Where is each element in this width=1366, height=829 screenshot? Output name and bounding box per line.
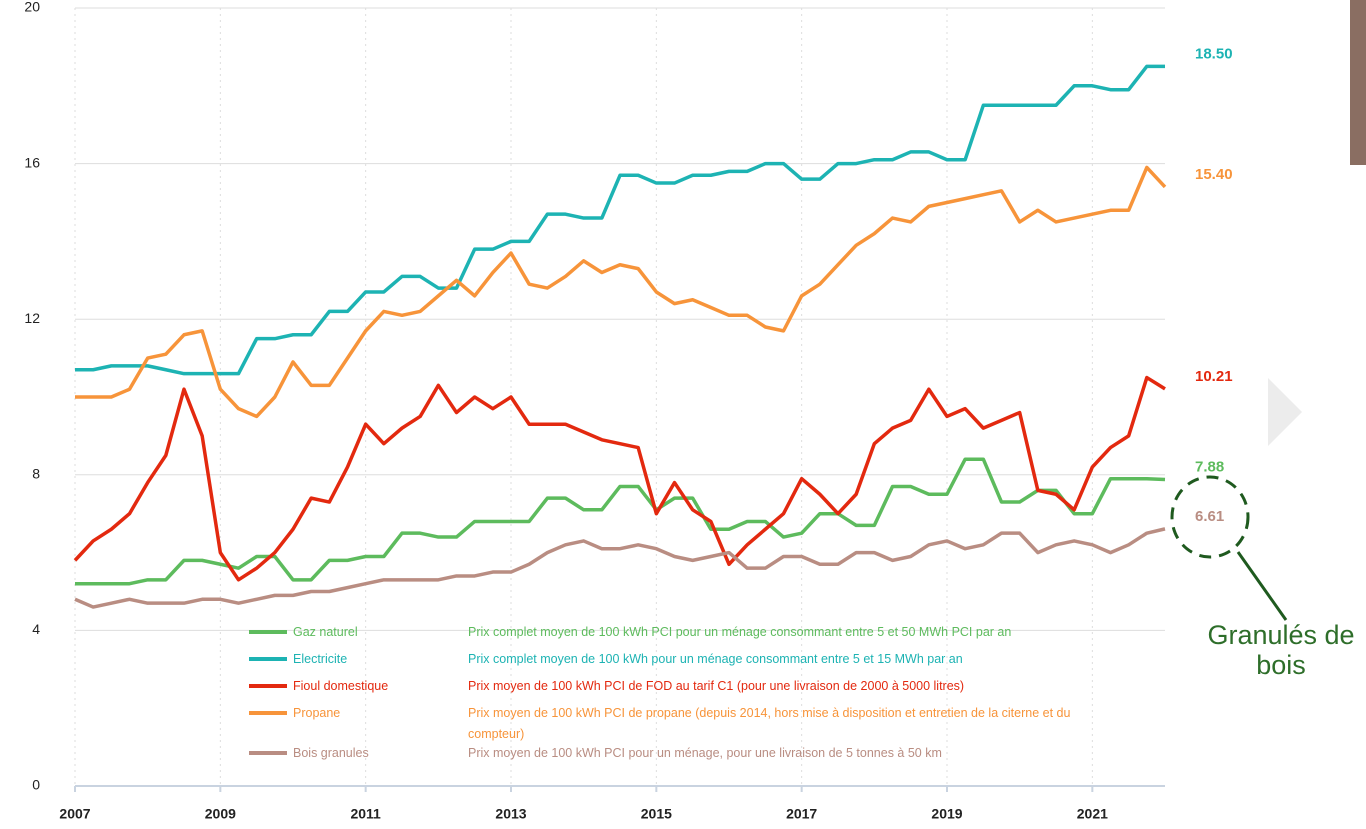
legend-item: Bois granules Prix moyen de 100 kWh PCI p… — [245, 745, 1115, 772]
x-tick-label: 2013 — [495, 806, 526, 822]
end-label: 6.61 — [1195, 508, 1224, 525]
legend-description: Prix moyen de 100 kWh PCI de propane (de… — [468, 706, 1071, 741]
legend-name: Gaz naturel — [293, 625, 358, 639]
end-label: 15.40 — [1195, 166, 1233, 183]
legend-item: Gaz naturel Prix complet moyen de 100 kWh… — [245, 624, 1115, 651]
legend-name: Bois granules — [293, 746, 369, 760]
x-tick-label: 2021 — [1077, 806, 1108, 822]
legend-swatch — [249, 657, 287, 661]
annotation: Granulés de bois — [1207, 620, 1355, 680]
legend-description: Prix moyen de 100 kWh PCI pour un ménage… — [468, 746, 942, 760]
series-line — [75, 64, 1165, 376]
y-tick-label: 8 — [32, 466, 40, 482]
legend-description: Prix complet moyen de 100 kWh PCI pour u… — [468, 625, 1012, 639]
series-line — [75, 457, 1166, 586]
legend-description: Prix moyen de 100 kWh PCI de FOD au tari… — [468, 679, 965, 693]
series-line — [73, 375, 1166, 582]
x-tick-label: 2017 — [786, 806, 817, 822]
legend-name: Electricite — [293, 652, 348, 666]
series-line — [74, 527, 1166, 609]
legend-item: Fioul domestique Prix moyen de 100 kWh PC… — [245, 678, 1115, 705]
highlight-circle — [1170, 475, 1250, 559]
legend-description: Prix complet moyen de 100 kWh pour un mé… — [468, 652, 963, 666]
end-label: 10.21 — [1195, 368, 1233, 385]
legend-swatch — [249, 630, 287, 634]
y-tick-label: 4 — [32, 621, 40, 637]
annotation-arrow — [1236, 551, 1288, 621]
series-line — [75, 165, 1167, 419]
x-tick-label: 2019 — [931, 806, 962, 822]
end-label: 18.50 — [1195, 45, 1233, 62]
legend-item: Electricite Prix complet moyen de 100 kWh… — [245, 651, 1115, 678]
x-tick-label: 2009 — [205, 806, 236, 822]
legend-item: Propane Prix moyen de 100 kWh PCI de prop… — [245, 705, 1115, 745]
y-tick-label: 12 — [24, 310, 40, 326]
legend-swatch — [249, 684, 287, 688]
legend-swatch — [249, 751, 287, 755]
y-tick-label: 16 — [24, 154, 40, 170]
legend: Gaz naturel Prix complet moyen de 100 kWh… — [245, 624, 1115, 772]
x-tick-label: 2011 — [350, 806, 381, 822]
decor-arrow — [1268, 378, 1302, 446]
y-tick-label: 0 — [32, 777, 40, 793]
x-tick-label: 2007 — [59, 806, 90, 822]
x-tick-label: 2015 — [641, 806, 672, 822]
y-tick-label: 20 — [24, 0, 40, 15]
legend-name: Propane — [293, 706, 341, 720]
decor-photo-edge — [1350, 0, 1366, 165]
end-label: 7.88 — [1195, 458, 1224, 475]
legend-swatch — [249, 711, 287, 715]
legend-name: Fioul domestique — [293, 679, 389, 693]
